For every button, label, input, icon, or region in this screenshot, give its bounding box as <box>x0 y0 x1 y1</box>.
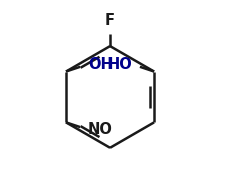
Text: NO: NO <box>88 122 113 137</box>
Text: HO: HO <box>108 57 132 72</box>
Text: F: F <box>105 13 115 28</box>
Text: OH: OH <box>88 57 112 72</box>
